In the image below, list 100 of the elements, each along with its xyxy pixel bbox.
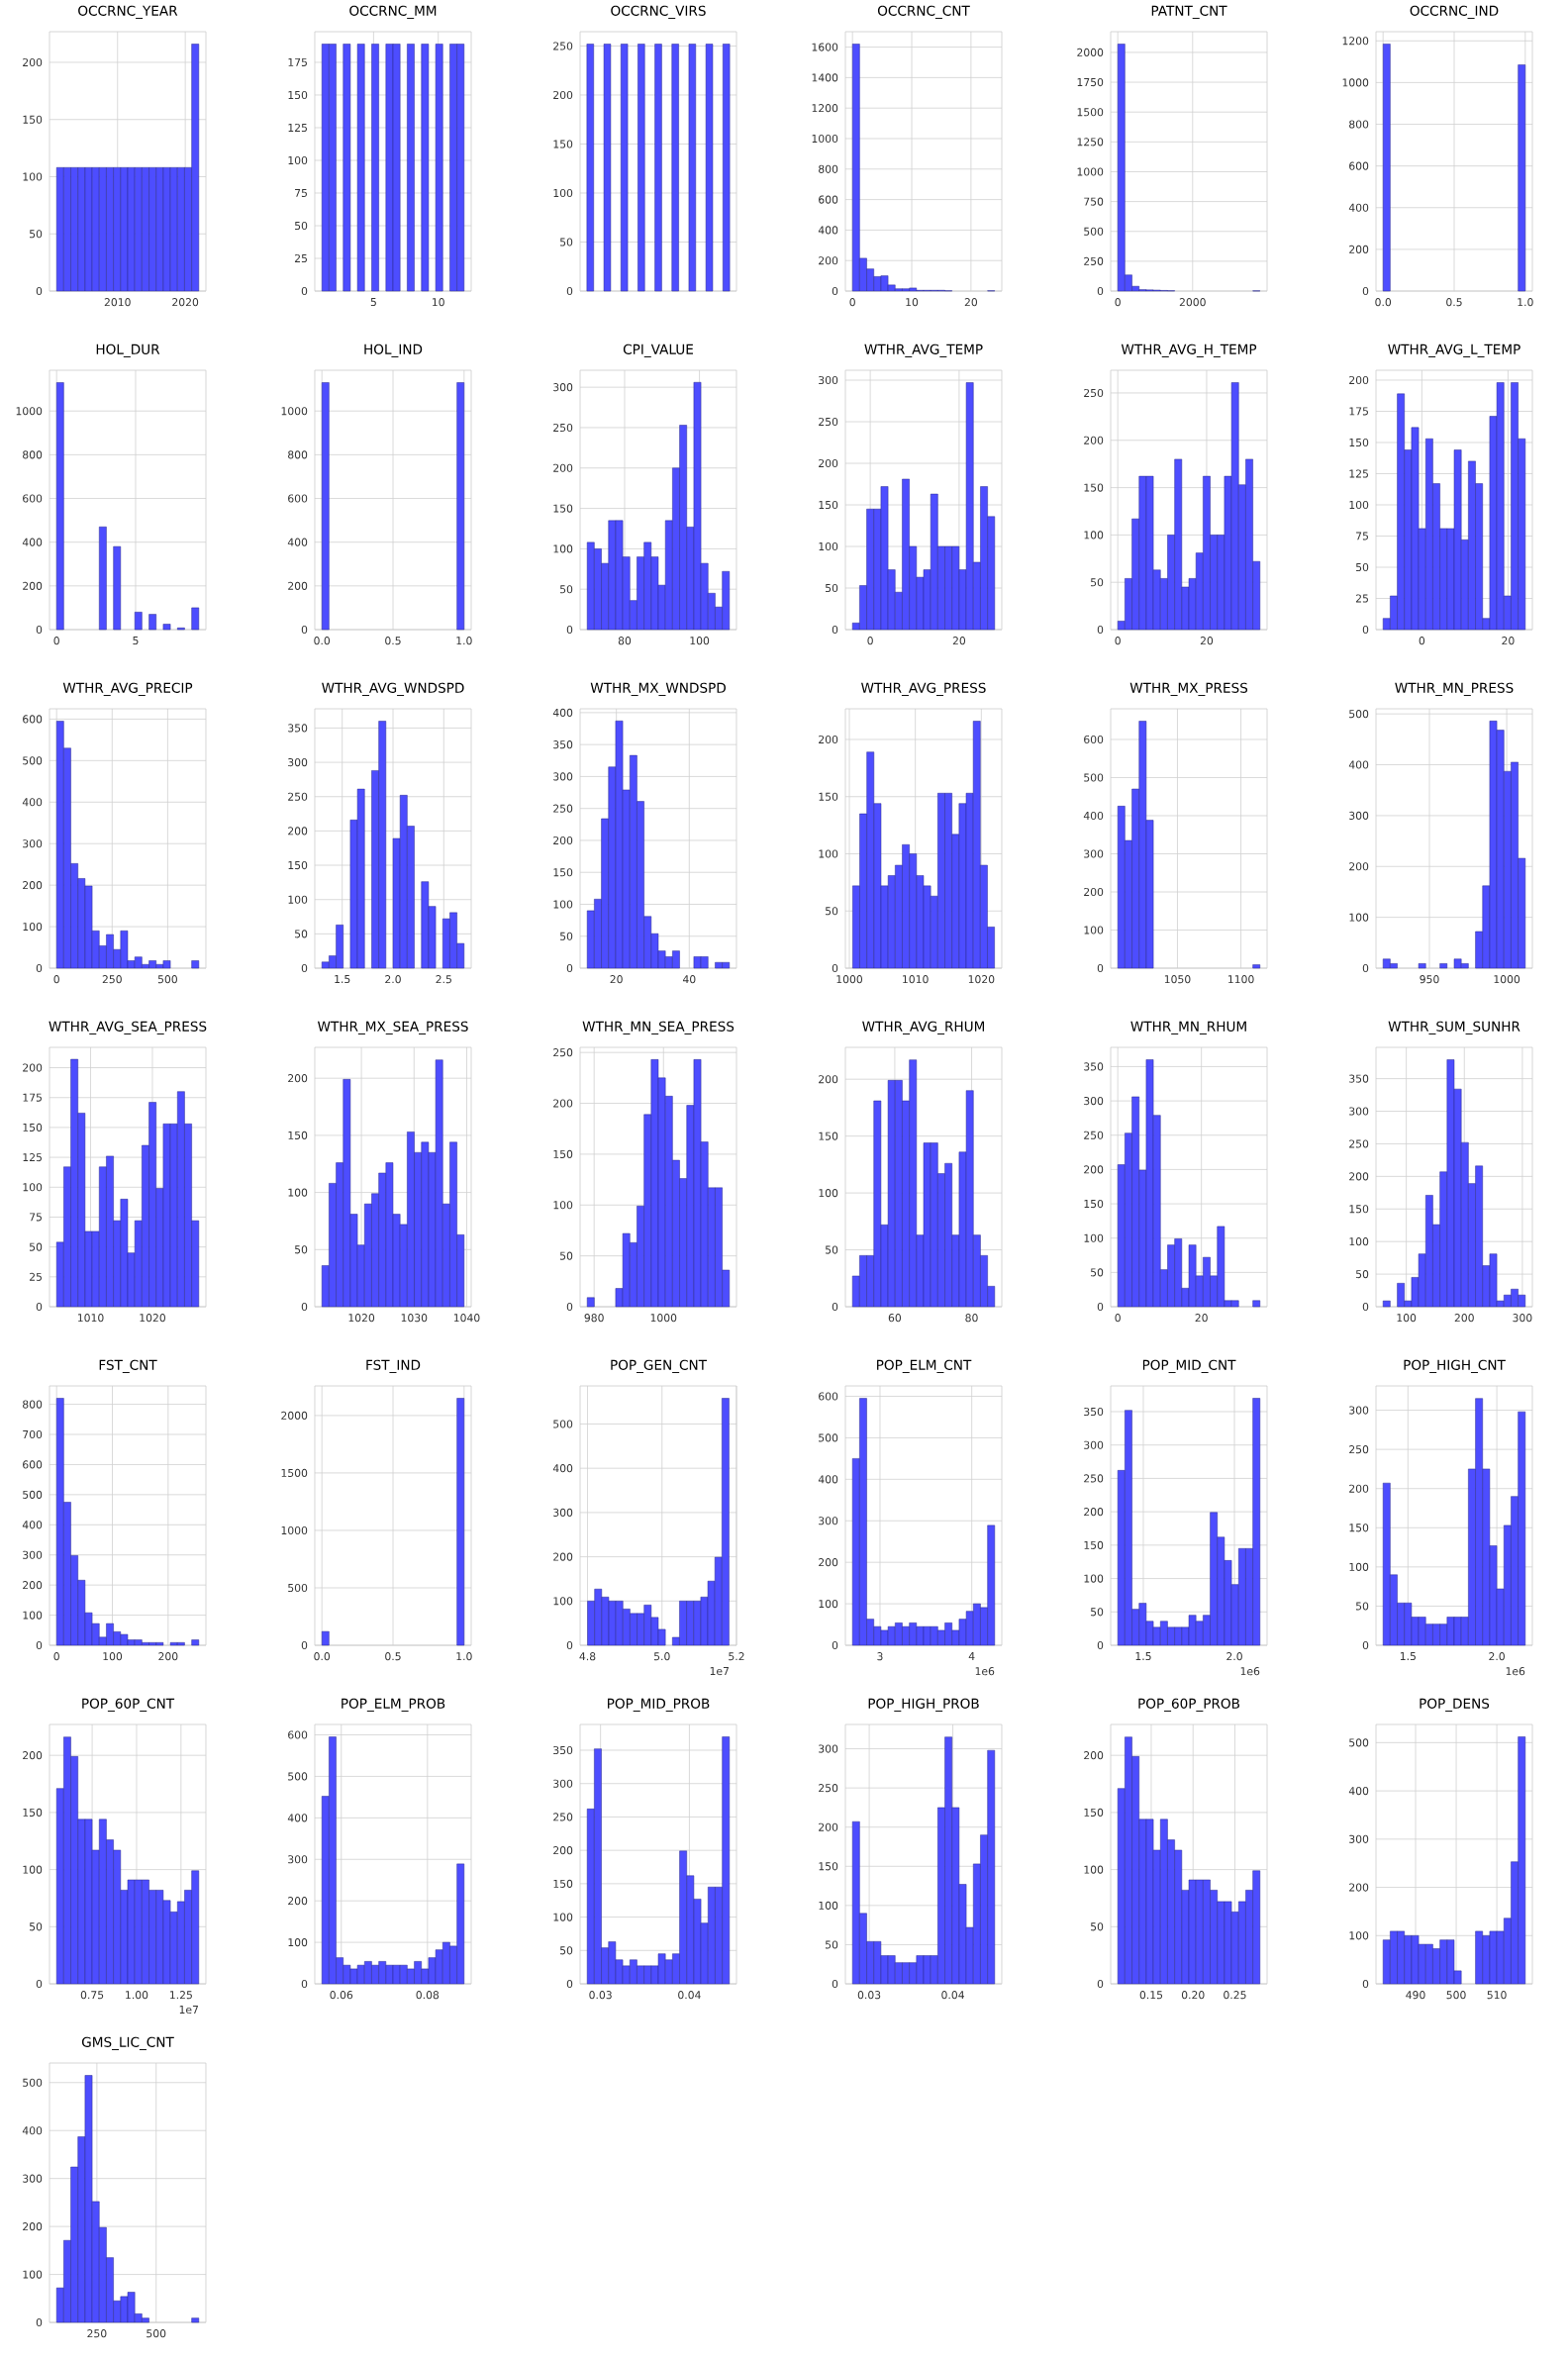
y-tick-label: 50 [560, 1946, 573, 1955]
chart-title: GMS_LIC_CNT [81, 2036, 174, 2050]
y-tick-label: 300 [1349, 1834, 1369, 1843]
x-tick-label: 510 [1487, 1991, 1507, 2000]
y-tick-label: 0 [1362, 963, 1369, 973]
x-tick-label: 40 [682, 975, 696, 984]
chart-title: OCCRNC_VIRS [611, 5, 706, 19]
y-tick-label: 600 [819, 195, 838, 204]
x-tick-label: 1.25 [170, 1991, 192, 2000]
chart-title: WTHR_AVG_PRECIP [62, 682, 193, 696]
y-tick-label: 150 [819, 1131, 838, 1140]
y-tick-label: 0 [301, 625, 308, 635]
y-tick-label: 0 [1097, 1640, 1104, 1650]
x-tick-label: 1020 [140, 1314, 165, 1323]
chart-title: WTHR_SUM_SUNHR [1388, 1021, 1520, 1034]
y-tick-label: 200 [1349, 1172, 1369, 1181]
y-tick-label: 500 [1084, 227, 1104, 236]
y-tick-label: 100 [553, 188, 573, 198]
y-tick-label: 150 [288, 860, 308, 870]
y-tick-label: 250 [1084, 1474, 1104, 1483]
x-tick-label: 200 [158, 1652, 178, 1661]
y-tick-label: 300 [553, 1508, 573, 1517]
y-tick-label: 400 [818, 1475, 838, 1484]
y-tick-label: 0 [832, 1302, 838, 1312]
y-tick-label: 100 [1084, 1233, 1104, 1242]
y-tick-label: 1000 [1342, 78, 1369, 87]
y-tick-label: 400 [22, 538, 43, 546]
y-tick-label: 0 [1362, 1640, 1369, 1650]
y-tick-label: 350 [1349, 1074, 1369, 1083]
y-tick-label: 1500 [281, 1468, 308, 1478]
y-tick-label: 200 [1084, 436, 1104, 444]
x-tick-label: 1000 [650, 1314, 677, 1323]
y-tick-label: 1750 [1077, 78, 1104, 87]
y-tick-label: 100 [819, 541, 838, 551]
y-tick-label: 0 [301, 1979, 308, 1989]
y-tick-label: 0 [832, 963, 838, 973]
y-tick-label: 800 [288, 450, 308, 459]
x-tick-label: 0.0 [314, 637, 331, 645]
x-tick-label: 200 [1454, 1314, 1474, 1323]
x-tick-label: 5 [370, 298, 376, 307]
y-tick-label: 300 [1349, 811, 1369, 820]
y-tick-label: 0 [1097, 286, 1104, 296]
y-tick-label: 25 [29, 1272, 42, 1281]
x-tick-label: 0.04 [941, 1991, 964, 2000]
y-tick-label: 800 [1349, 120, 1369, 129]
y-tick-label: 250 [1084, 388, 1104, 398]
y-tick-label: 125 [1349, 469, 1368, 478]
text: 1e6 [975, 1667, 995, 1676]
x-tick-label: 1.5 [1400, 1652, 1416, 1661]
x-tick-label: 2.0 [1489, 1652, 1505, 1661]
y-tick-label: 150 [553, 1149, 573, 1158]
chart-title: POP_ELM_PROB [342, 1698, 445, 1712]
text: 1e7 [710, 1667, 729, 1676]
y-tick-label: 200 [819, 1558, 838, 1567]
x-tick-label: 2.5 [436, 975, 451, 984]
x-tick-label: 0 [849, 298, 855, 307]
y-tick-label: 200 [553, 1099, 573, 1108]
y-tick-label: 0 [36, 2317, 43, 2327]
y-tick-label: 300 [819, 1744, 838, 1753]
chart-title: FST_CNT [99, 1359, 157, 1373]
y-tick-label: 600 [1349, 161, 1369, 170]
chart-title: PATNT_CNT [1151, 5, 1227, 19]
x-tick-label: 0 [1115, 298, 1121, 307]
y-tick-label: 200 [819, 458, 838, 468]
x-tick-label: 1050 [1164, 975, 1191, 984]
y-tick-label: 100 [553, 1597, 573, 1606]
chart-title: WTHR_AVG_SEA_PRESS [49, 1021, 207, 1034]
y-tick-label: 300 [1349, 1107, 1369, 1116]
y-tick-label: 700 [23, 1429, 43, 1439]
x-tick-label: 0 [1115, 637, 1121, 645]
chart-title: POP_DENS [1420, 1698, 1490, 1712]
y-tick-label: 175 [288, 57, 307, 66]
y-tick-label: 100 [1349, 913, 1369, 922]
chart-title: HOL_DUR [96, 344, 160, 357]
y-tick-label: 150 [1084, 1199, 1104, 1209]
y-tick-label: 200 [1084, 887, 1104, 897]
chart-title: WTHR_MX_WNDSPD [590, 682, 726, 696]
y-tick-label: 2000 [1077, 48, 1104, 57]
y-tick-label: 1600 [812, 43, 838, 51]
y-tick-label: 350 [553, 740, 573, 749]
y-tick-label: 0 [1097, 1302, 1104, 1312]
x-tick-label: 0 [53, 975, 59, 984]
y-tick-label: 200 [819, 1822, 838, 1831]
y-tick-label: 150 [553, 868, 573, 877]
y-tick-label: 1500 [1077, 108, 1104, 117]
y-tick-label: 300 [819, 1517, 838, 1525]
y-tick-label: 300 [288, 758, 308, 767]
y-tick-label: 300 [1349, 1406, 1369, 1415]
y-tick-label: 300 [1084, 1097, 1104, 1106]
y-tick-label: 400 [1083, 811, 1104, 821]
y-tick-label: 200 [23, 881, 43, 890]
y-tick-label: 0 [1097, 625, 1104, 635]
x-tick-label: 1.00 [126, 1991, 148, 2000]
y-tick-label: 200 [1349, 375, 1369, 385]
y-tick-label: 1000 [281, 407, 308, 416]
y-tick-label: 100 [23, 2270, 43, 2279]
y-tick-label: 50 [826, 1245, 838, 1254]
y-tick-label: 25 [294, 253, 307, 263]
y-tick-label: 150 [553, 1879, 573, 1888]
y-tick-label: 200 [553, 1552, 573, 1561]
